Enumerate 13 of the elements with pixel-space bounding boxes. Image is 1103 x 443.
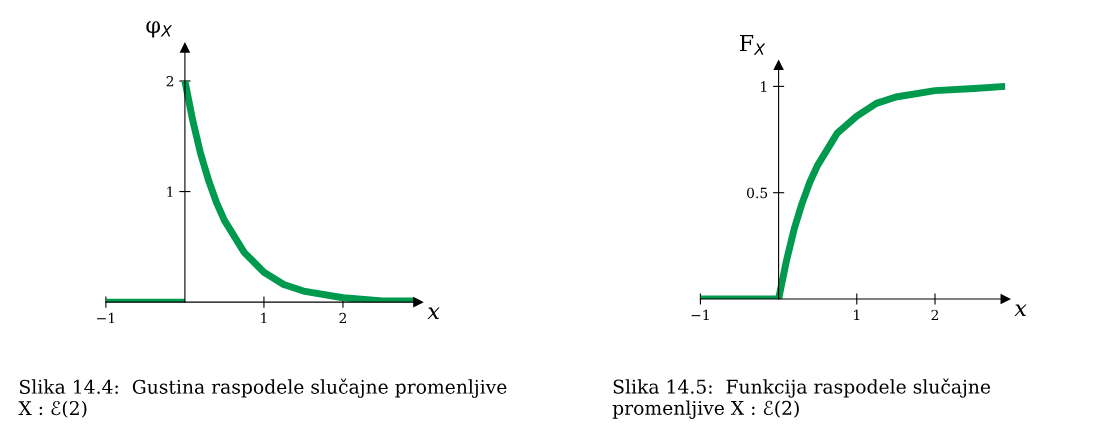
x-tick-label: −1 [691, 309, 709, 320]
x-tick-label: 1 [261, 312, 267, 324]
x-tick-label: −1 [97, 312, 115, 324]
y-axis-title: F$_{X}$ [739, 34, 766, 55]
x-tick-label: 2 [931, 309, 939, 320]
y-tick-label: 0.5 [747, 187, 768, 199]
x-axis-title: x [1014, 304, 1027, 316]
x-tick-label: 2 [339, 312, 347, 324]
text: Slika 14.4: Gustina raspodele slučajne promenljive X : ℰ(2) [18, 378, 507, 418]
x-axis-title: x [427, 307, 440, 320]
x-tick-label: 1 [854, 309, 860, 320]
text: Slika 14.5: Funkcija raspodele slučajne promenljive X : ℰ(2) [612, 378, 991, 419]
y-axis-title: φ$_{X}$ [146, 21, 173, 38]
